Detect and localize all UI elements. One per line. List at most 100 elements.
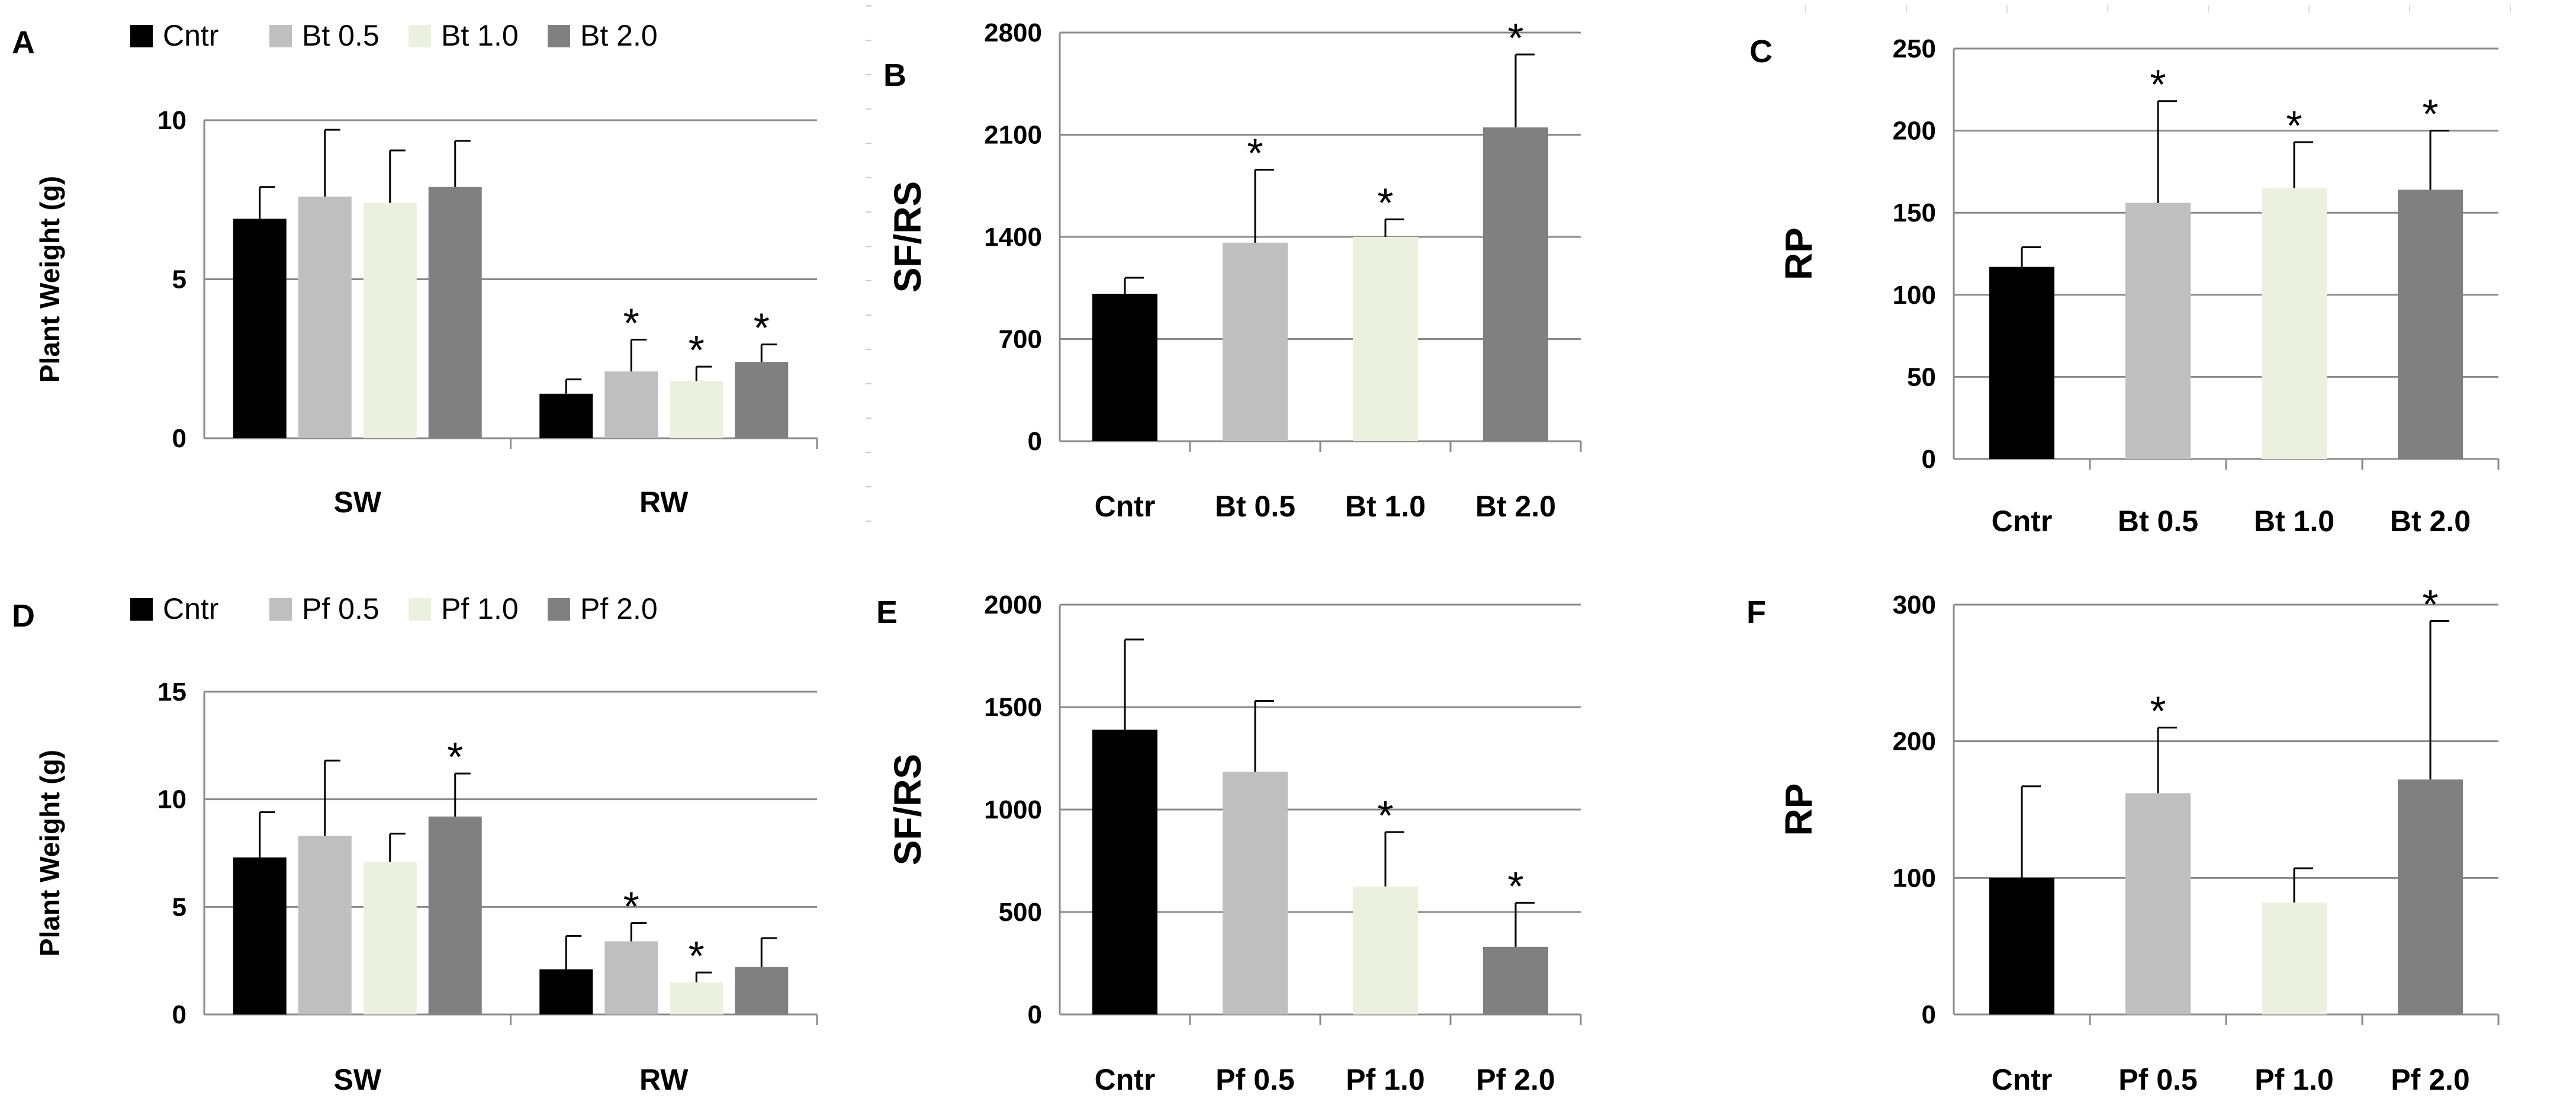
bar bbox=[1092, 294, 1157, 441]
y-axis-label: Plant Weight (g) bbox=[34, 750, 65, 956]
significance-star: * bbox=[2422, 91, 2438, 137]
error-bar bbox=[2021, 246, 2041, 267]
error-bar bbox=[259, 811, 275, 858]
panel-letter: D bbox=[12, 598, 35, 634]
legend-swatch bbox=[130, 598, 153, 621]
chart-panel-f: F 0 100 200 300 RP Cntr * Pf 0.5 Pf 1.0 * Pf 2.0 bbox=[1747, 582, 2500, 1096]
y-tick-label: 1000 bbox=[984, 795, 1042, 824]
error-bar bbox=[1384, 831, 1404, 887]
error-bar bbox=[2429, 620, 2449, 780]
significance-star: * bbox=[2286, 102, 2302, 149]
significance-star: * bbox=[1377, 179, 1393, 226]
x-tick-label: Pf 1.0 bbox=[2255, 1063, 2333, 1096]
bar bbox=[2125, 793, 2191, 1014]
error-bar bbox=[565, 935, 582, 969]
bar bbox=[2262, 902, 2327, 1014]
x-tick-label: SW bbox=[333, 1063, 381, 1096]
legend-swatch bbox=[548, 25, 570, 47]
y-tick-label: 0 bbox=[172, 1000, 186, 1029]
error-bar bbox=[630, 339, 647, 372]
y-tick-label: 1400 bbox=[984, 223, 1042, 252]
error-bar bbox=[565, 378, 582, 394]
error-bar bbox=[1514, 53, 1535, 128]
error-bar bbox=[1254, 700, 1274, 772]
bar bbox=[2125, 203, 2191, 459]
x-tick-label: Cntr bbox=[1095, 1063, 1156, 1096]
error-bar bbox=[324, 759, 340, 836]
bar bbox=[1092, 730, 1157, 1014]
y-tick-label: 2000 bbox=[984, 590, 1042, 619]
y-tick-label: 100 bbox=[1893, 863, 1936, 892]
error-bar bbox=[1124, 277, 1144, 294]
error-bar bbox=[630, 922, 647, 942]
x-tick-label: Pf 0.5 bbox=[1215, 1063, 1294, 1096]
bar bbox=[1989, 878, 2054, 1014]
bar bbox=[2398, 779, 2463, 1014]
significance-star: * bbox=[1377, 792, 1393, 839]
bar bbox=[1483, 946, 1548, 1014]
x-tick-label: RW bbox=[639, 1063, 689, 1096]
error-bar bbox=[2429, 130, 2449, 190]
panel-letter: B bbox=[883, 57, 906, 93]
bar bbox=[1223, 242, 1288, 441]
bar bbox=[233, 857, 287, 1014]
bar bbox=[1353, 886, 1418, 1014]
y-tick-label: 2800 bbox=[984, 18, 1042, 47]
y-tick-label: 700 bbox=[999, 325, 1042, 354]
x-tick-label: Bt 2.0 bbox=[2390, 505, 2471, 538]
significance-star: * bbox=[2150, 688, 2166, 734]
bar bbox=[363, 862, 417, 1014]
legend-swatch bbox=[269, 598, 292, 621]
error-bar bbox=[2157, 100, 2177, 203]
bar bbox=[604, 941, 658, 1014]
legend-swatch bbox=[409, 598, 431, 621]
error-bar bbox=[389, 833, 406, 862]
y-tick-label: 2100 bbox=[984, 121, 1042, 150]
legend-label: Pf 2.0 bbox=[580, 592, 658, 625]
x-tick-label: RW bbox=[639, 486, 689, 519]
legend: Cntr Pf 0.5 Pf 1.0 Pf 2.0 bbox=[130, 592, 658, 625]
y-tick-label: 0 bbox=[1922, 1000, 1936, 1029]
significance-star: * bbox=[447, 734, 463, 780]
y-tick-label: 50 bbox=[1907, 362, 1936, 391]
y-tick-label: 15 bbox=[157, 677, 186, 707]
x-tick-label: Pf 2.0 bbox=[1476, 1063, 1555, 1096]
y-axis-label: RP bbox=[1777, 227, 1820, 280]
legend: Cntr Bt 0.5 Bt 1.0 Bt 2.0 bbox=[130, 19, 658, 52]
legend-label: Pf 0.5 bbox=[302, 592, 380, 625]
panel-letter: E bbox=[876, 595, 898, 630]
legend-swatch bbox=[269, 25, 292, 47]
error-bar bbox=[760, 343, 777, 362]
x-tick-label: Bt 1.0 bbox=[2254, 505, 2334, 538]
significance-star: * bbox=[1247, 130, 1263, 176]
error-bar bbox=[1254, 169, 1274, 243]
chart-panel-b: B 0 700 1400 2100 2800 SF/RS Cntr * Bt 0.5 * Bt 1.0… bbox=[883, 15, 1582, 523]
significance-star: * bbox=[2422, 582, 2438, 628]
y-tick-label: 250 bbox=[1893, 34, 1936, 63]
x-tick-label: Bt 0.5 bbox=[1215, 490, 1295, 523]
y-axis-label: SF/RS bbox=[886, 754, 929, 865]
error-bar bbox=[324, 129, 340, 197]
bar bbox=[539, 393, 593, 438]
y-tick-label: 100 bbox=[1893, 281, 1936, 310]
error-bar bbox=[454, 140, 471, 187]
bar bbox=[298, 836, 352, 1014]
bar bbox=[428, 816, 482, 1014]
error-bar bbox=[695, 971, 712, 982]
bar bbox=[2398, 190, 2463, 459]
significance-star: * bbox=[689, 933, 705, 979]
error-bar bbox=[259, 186, 275, 219]
bar bbox=[670, 982, 723, 1014]
significance-star: * bbox=[1507, 15, 1523, 61]
y-tick-label: 200 bbox=[1893, 117, 1936, 146]
y-tick-label: 200 bbox=[1893, 727, 1936, 756]
error-bar bbox=[2157, 727, 2177, 794]
chart-panel-e: E 0 500 1000 1500 2000 SF/RS Cntr Pf 0.5 * Pf 1.0 *… bbox=[876, 590, 1582, 1096]
x-tick-label: Pf 1.0 bbox=[1346, 1063, 1424, 1096]
bar bbox=[233, 219, 287, 438]
x-tick-label: Bt 1.0 bbox=[1345, 490, 1426, 523]
panel-letter: A bbox=[12, 25, 35, 60]
bar bbox=[1989, 266, 2054, 459]
legend-label: Bt 2.0 bbox=[580, 19, 658, 52]
